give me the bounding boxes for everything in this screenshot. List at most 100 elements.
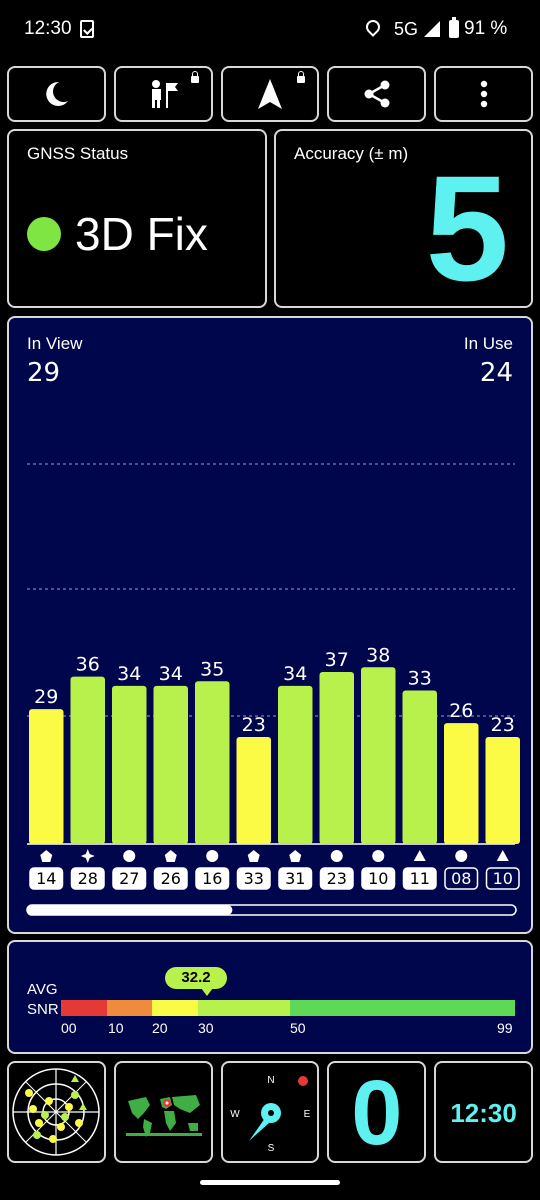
snr-tick: 50 [290,1020,306,1036]
bottom-widgets: N E S W 0 12:30 [7,1061,533,1163]
in-view-label: In View [27,334,83,353]
snr-bar [153,685,188,844]
constellation-circle-icon [123,850,136,862]
constellation-triangle-icon [413,850,426,861]
toolbar [7,66,533,122]
gnss-status-title: GNSS Status [27,144,129,163]
snr-bar-label: 36 [76,654,100,676]
navigation-button[interactable] [220,66,320,122]
snr-tick: 30 [198,1020,214,1036]
prn-label: 27 [119,869,139,888]
snr-bar-label: 38 [366,644,390,666]
chart-scrollbar-thumb[interactable] [27,905,233,915]
avg-snr-label: AVG SNR [27,980,59,1020]
prn-box [402,867,437,890]
constellation-pentagon-icon [40,850,53,862]
constellation-circle-icon [372,850,385,862]
prn-box [70,867,105,890]
prn-box [236,867,271,890]
snr-bar-label: 23 [242,714,266,736]
snr-bar-label: 35 [200,658,224,680]
more-options-button[interactable] [434,66,533,122]
prn-label: 16 [202,869,222,888]
download-icon [80,20,94,38]
prn-box [195,867,230,890]
prn-box [361,867,396,890]
snr-tick: 99 [497,1020,513,1036]
constellation-triangle-icon [496,850,509,861]
count-value: 0 [351,1062,403,1163]
prn-label: 08 [451,869,471,888]
constellation-circle-icon [330,850,343,862]
network-type: 5G [394,19,419,39]
constellation-circle-icon [206,850,219,862]
snr-bar [236,737,271,844]
compass-icon: N E S W [230,1075,310,1154]
night-mode-button[interactable] [7,66,106,122]
prn-box [112,867,147,890]
prn-label: 31 [285,869,305,888]
avg-label-line1: AVG [27,981,58,998]
compass-widget[interactable]: N E S W [220,1061,320,1163]
snr-bar-label: 34 [117,663,141,685]
fix-indicator [27,217,61,251]
snr-bar-label: 33 [408,668,432,690]
snr-bar-label: 34 [283,663,307,685]
world-map-icon [125,1095,202,1137]
snr-segment-lightgreen [198,1000,290,1016]
navigation-arrow-icon [257,79,282,109]
compass-s: S [267,1143,274,1154]
snr-bar [444,723,479,844]
prn-label: 14 [36,869,56,888]
accuracy-card[interactable]: Accuracy (± m) 5 [274,129,533,308]
snr-bar-label: 26 [449,700,473,722]
compass-n: N [267,1075,274,1086]
user-flag-button[interactable] [113,66,213,122]
fix-status: 3D Fix [75,208,208,260]
in-view-count: 29 [27,358,61,388]
count-widget[interactable]: 0 [327,1061,427,1163]
satellite-chart-card[interactable]: In View 29 In Use 24 29 14 36 28 34 27 34 26 35 1… [7,316,533,934]
more-vert-icon [480,80,487,108]
snr-segment-green [290,1000,515,1016]
clock-time: 12:30 [450,1098,517,1128]
sky-view-widget[interactable] [7,1061,106,1163]
user-flag-icon [152,80,179,108]
constellation-circle-icon [455,850,468,862]
prn-label: 11 [410,869,430,888]
compass-e: E [303,1109,310,1120]
clock-widget[interactable]: 12:30 [434,1061,533,1163]
prn-box [278,867,313,890]
share-button[interactable] [327,66,427,122]
snr-bar [29,709,64,844]
prn-box [485,867,520,890]
prn-label: 33 [244,869,264,888]
snr-bar-label: 29 [34,686,58,708]
gnss-status-card[interactable]: GNSS Status 3D Fix [7,129,267,308]
snr-bar [402,690,437,844]
constellation-pentagon-icon [289,850,302,862]
satellite-snr-chart: 29 14 36 28 34 27 34 26 35 16 23 33 34 31 37 23 38 10 33 11… [26,463,520,916]
prn-label: 23 [327,869,347,888]
constellation-pentagon-icon [164,850,177,862]
sky-view-icon [12,1068,100,1156]
accuracy-value: 5 [425,144,509,312]
battery-percent: 91 % [464,18,508,39]
snr-segment-yellow [152,1000,198,1016]
gesture-nav-bar[interactable] [200,1180,340,1185]
night-mode-icon [46,81,69,106]
lock-icon [297,71,306,83]
constellation-star-icon [80,849,95,863]
lock-icon [190,71,199,83]
accuracy-title: Accuracy (± m) [294,144,409,163]
prn-label: 28 [78,869,98,888]
world-map-widget[interactable] [113,1061,213,1163]
avg-snr-card[interactable]: AVG SNR 32.2 00 10 20 30 50 99 [7,940,533,1054]
snr-bar-label: 34 [159,663,183,685]
share-icon [364,80,390,108]
snr-bar [361,667,396,844]
prn-label: 10 [368,869,388,888]
snr-bar [195,681,230,844]
snr-segment-red [61,1000,107,1016]
location-icon [363,17,383,37]
